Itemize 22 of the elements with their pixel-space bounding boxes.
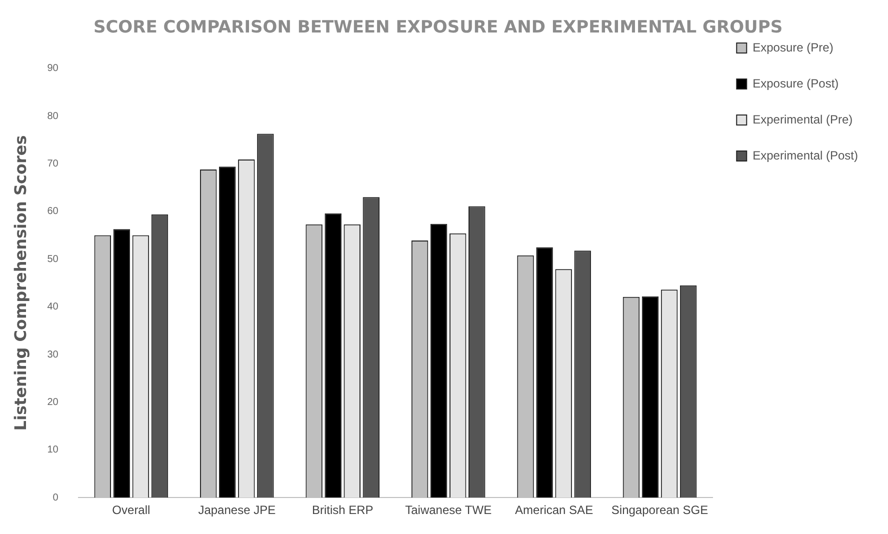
y-tick-label: 50 <box>47 254 59 265</box>
y-tick-label: 60 <box>47 206 59 218</box>
y-tick-label: 20 <box>47 396 59 408</box>
y-axis-title: Listening Comprehension Scores <box>10 135 30 431</box>
x-tick-label: Japanese JPE <box>198 503 276 518</box>
y-tick-label: 30 <box>47 349 59 360</box>
y-tick-label: 0 <box>52 492 59 504</box>
x-tick-label: Overall <box>112 503 150 518</box>
y-tick-label: 40 <box>47 302 59 313</box>
legend-label: Exposure (Pre) <box>752 40 834 54</box>
y-tick-label: 80 <box>47 110 59 122</box>
x-tick-label: Singaporean SGE <box>611 503 708 518</box>
x-tick-label: American SAE <box>515 503 594 518</box>
y-tick-label: 10 <box>47 444 59 456</box>
x-tick-label: Taiwanese TWE <box>405 503 492 518</box>
x-tick-label: British ERP <box>312 503 374 518</box>
legend-label: Experimental (Pre) <box>752 112 853 126</box>
chart-title: SCORE COMPARISON BETWEEN EXPOSURE AND EXPERIMENTAL GROUPS <box>93 18 783 38</box>
y-tick-label: 90 <box>47 63 59 74</box>
legend-label: Experimental (Post) <box>752 148 858 162</box>
y-tick-label: 70 <box>47 158 59 170</box>
legend-label: Exposure (Post) <box>752 76 839 90</box>
